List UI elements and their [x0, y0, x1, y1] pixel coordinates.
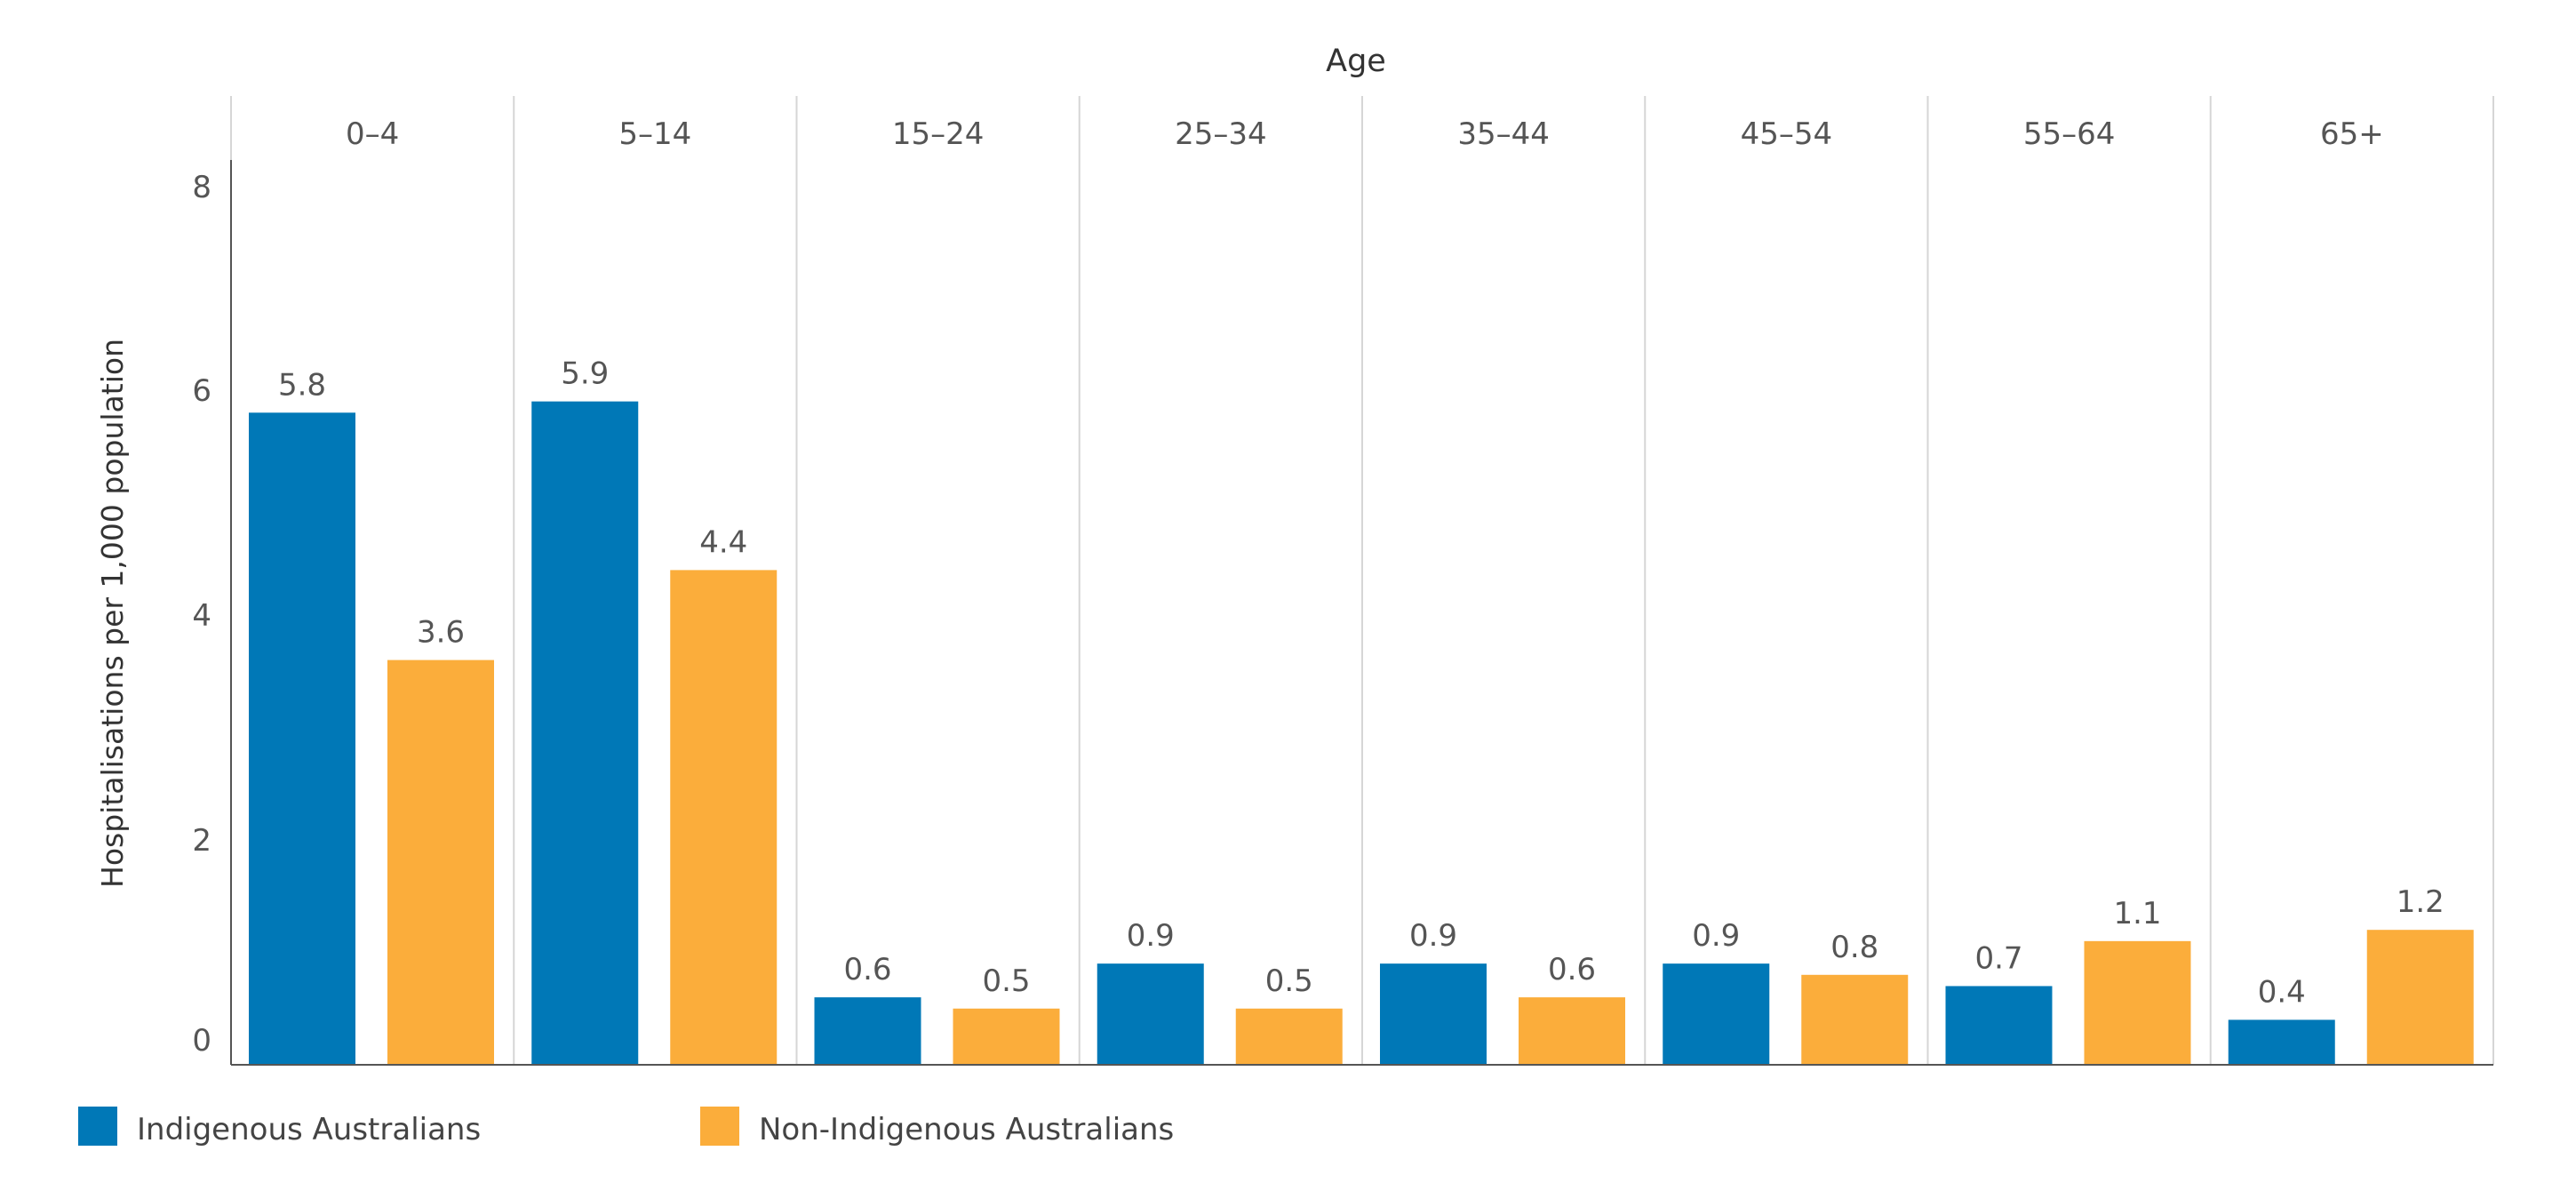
bar-indigenous — [249, 412, 355, 1065]
bar-marks — [249, 401, 2474, 1065]
bar-indigenous — [2228, 1019, 2335, 1065]
bar-value-labels: 5.8 5.9 0.6 0.9 0.9 0.9 0.7 0.4 3.6 4.4 0.5 0.5 0.6 0… — [278, 356, 2444, 1011]
bar-value-label: 3.6 — [417, 615, 465, 651]
chart-legend: Indigenous Australians Non-Indigenous Aus… — [78, 1107, 1174, 1147]
y-tick-label: 8 — [192, 170, 211, 205]
bar-non-indigenous — [953, 1008, 1060, 1065]
bar-value-label: 0.9 — [1692, 918, 1740, 954]
bar-value-label: 1.1 — [2113, 896, 2161, 931]
age-category-label: 0–4 — [346, 116, 399, 152]
bar-value-label: 0.9 — [1409, 918, 1457, 954]
bar-value-label: 0.4 — [2258, 974, 2306, 1010]
bar-non-indigenous — [2366, 930, 2474, 1065]
bar-value-label: 4.4 — [699, 524, 747, 560]
bar-value-label: 5.8 — [278, 367, 326, 403]
bar-value-label: 0.9 — [1127, 918, 1175, 954]
legend-label-non-indigenous: Non-Indigenous Australians — [759, 1112, 1174, 1147]
y-tick-label: 6 — [192, 373, 211, 409]
bar-value-label: 0.8 — [1830, 930, 1878, 965]
age-category-labels: 0–4 5–14 15–24 25–34 35–44 45–54 55–64 65+ — [346, 116, 2384, 152]
legend-swatch-indigenous — [78, 1107, 117, 1146]
bar-indigenous — [531, 401, 639, 1065]
bar-indigenous — [1945, 986, 2053, 1065]
bar-value-label: 1.2 — [2397, 884, 2444, 920]
age-category-label: 65+ — [2320, 116, 2384, 152]
y-tick-label: 0 — [192, 1023, 211, 1059]
bar-non-indigenous — [1519, 997, 1625, 1065]
bar-indigenous — [1380, 963, 1487, 1065]
y-axis-label: Hospitalisations per 1,000 population — [95, 339, 130, 888]
bar-value-label: 0.7 — [1974, 940, 2022, 976]
bar-non-indigenous — [1235, 1008, 1343, 1065]
y-tick-label: 4 — [192, 598, 211, 634]
bar-non-indigenous — [2084, 940, 2191, 1065]
bar-indigenous — [1097, 963, 1204, 1065]
bar-indigenous — [814, 997, 921, 1065]
age-group-separators — [230, 96, 2494, 1065]
bar-value-label: 0.5 — [982, 963, 1030, 999]
age-category-label: 35–44 — [1457, 116, 1550, 152]
age-category-label: 45–54 — [1741, 116, 1833, 152]
bar-non-indigenous — [387, 659, 494, 1065]
bar-indigenous — [1663, 963, 1770, 1065]
legend-label-indigenous: Indigenous Australians — [137, 1112, 481, 1147]
y-axis-tick-labels: 0 2 4 6 8 — [192, 170, 211, 1059]
bar-value-label: 0.6 — [1548, 952, 1596, 987]
bar-non-indigenous — [1801, 974, 1909, 1065]
legend-swatch-non-indigenous — [700, 1107, 739, 1146]
age-category-label: 55–64 — [2023, 116, 2116, 152]
bar-value-label: 5.9 — [561, 356, 609, 392]
age-column-header: Age — [1326, 44, 1386, 79]
age-category-label: 15–24 — [892, 116, 985, 152]
age-category-label: 25–34 — [1175, 116, 1267, 152]
bar-non-indigenous — [670, 570, 778, 1065]
y-tick-label: 2 — [192, 823, 211, 859]
bar-value-label: 0.5 — [1265, 963, 1313, 999]
age-category-label: 5–14 — [618, 116, 691, 152]
bar-value-label: 0.6 — [843, 952, 891, 987]
